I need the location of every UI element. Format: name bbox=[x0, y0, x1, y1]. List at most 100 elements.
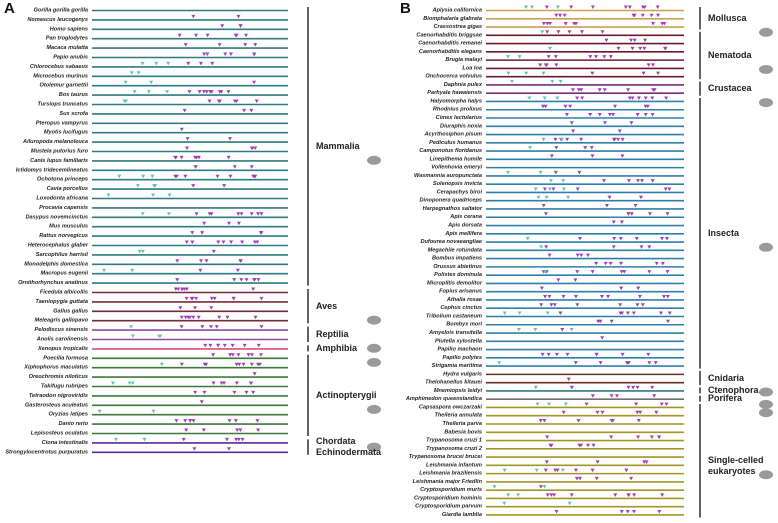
group-labels: Amphibia bbox=[316, 343, 382, 354]
species-name: Trypanosoma cruzi 2 bbox=[426, 446, 483, 452]
marker bbox=[661, 294, 666, 299]
species-name: Brugia malayi bbox=[445, 57, 482, 63]
marker bbox=[227, 419, 232, 423]
marker bbox=[545, 22, 550, 26]
marker bbox=[554, 13, 559, 18]
marker bbox=[562, 13, 567, 18]
marker bbox=[549, 303, 554, 307]
marker bbox=[256, 343, 261, 348]
marker bbox=[656, 13, 661, 18]
marker bbox=[659, 237, 664, 241]
marker bbox=[175, 259, 180, 263]
marker bbox=[654, 261, 659, 266]
marker bbox=[255, 419, 260, 423]
marker bbox=[234, 99, 239, 103]
marker bbox=[638, 46, 643, 51]
species-name: Cerapachys biroi bbox=[437, 189, 483, 195]
marker bbox=[558, 79, 563, 84]
marker bbox=[609, 435, 614, 440]
marker bbox=[211, 381, 216, 385]
marker bbox=[183, 43, 188, 47]
species-name: Harpegnathos saltator bbox=[423, 206, 483, 212]
marker bbox=[608, 55, 613, 59]
marker bbox=[221, 240, 226, 244]
marker bbox=[590, 154, 595, 158]
marker bbox=[541, 203, 546, 208]
marker bbox=[589, 146, 594, 150]
marker bbox=[202, 362, 207, 367]
marker bbox=[566, 195, 571, 200]
marker bbox=[208, 325, 213, 329]
marker bbox=[556, 30, 561, 34]
marker bbox=[216, 240, 221, 244]
marker bbox=[102, 268, 107, 273]
marker bbox=[583, 146, 588, 150]
marker bbox=[647, 245, 652, 249]
marker bbox=[541, 104, 546, 109]
taxon-icon bbox=[367, 315, 381, 325]
marker bbox=[594, 476, 599, 481]
marker bbox=[606, 294, 611, 299]
species-name: Ficedula albicollis bbox=[40, 289, 88, 295]
marker bbox=[201, 90, 206, 94]
marker bbox=[580, 96, 585, 100]
species-name: Takifugu rubripes bbox=[41, 383, 88, 389]
marker bbox=[647, 212, 652, 216]
marker bbox=[559, 137, 564, 142]
marker bbox=[127, 381, 132, 385]
group-labels: Crustacea bbox=[708, 83, 774, 94]
species-name: Xiphophorus maculatus bbox=[23, 365, 88, 371]
marker bbox=[157, 334, 162, 338]
marker bbox=[660, 261, 665, 266]
marker bbox=[612, 137, 617, 142]
marker bbox=[183, 315, 188, 320]
marker bbox=[151, 193, 156, 197]
marker bbox=[194, 296, 199, 301]
taxon-icon bbox=[367, 155, 381, 165]
marker bbox=[664, 237, 669, 241]
marker bbox=[618, 261, 623, 266]
marker bbox=[600, 336, 605, 340]
marker bbox=[578, 237, 583, 241]
group-labels: Actinopterygii bbox=[316, 390, 382, 401]
marker bbox=[545, 311, 550, 315]
group-labels: Single-celled eukaryotes bbox=[708, 455, 774, 477]
marker bbox=[240, 437, 245, 442]
species-name: Crassostrea gigas bbox=[433, 24, 482, 30]
marker bbox=[660, 493, 665, 497]
marker bbox=[571, 129, 576, 134]
species-name: Heterocephalus glaber bbox=[28, 242, 89, 248]
marker bbox=[665, 212, 670, 216]
taxon-icon bbox=[759, 242, 773, 252]
marker bbox=[198, 61, 203, 66]
species-name: Oreochromis niloticus bbox=[29, 374, 88, 380]
marker bbox=[611, 113, 616, 117]
marker bbox=[555, 5, 560, 9]
marker bbox=[184, 146, 189, 150]
species-name: Microcebus murinus bbox=[33, 73, 88, 79]
group-label: Insecta bbox=[708, 227, 740, 238]
marker bbox=[524, 71, 529, 76]
marker bbox=[197, 90, 202, 94]
marker bbox=[612, 237, 617, 241]
species-name: Thelohanellus kitauei bbox=[425, 380, 482, 386]
marker bbox=[611, 245, 616, 249]
marker bbox=[541, 71, 546, 76]
marker bbox=[629, 476, 634, 481]
marker bbox=[229, 240, 234, 244]
marker bbox=[217, 43, 222, 47]
marker bbox=[664, 402, 669, 406]
marker bbox=[188, 419, 193, 423]
marker bbox=[631, 509, 636, 514]
marker bbox=[552, 303, 557, 307]
marker bbox=[255, 240, 260, 244]
marker bbox=[130, 268, 135, 273]
marker bbox=[575, 187, 580, 191]
marker bbox=[563, 22, 568, 26]
marker bbox=[638, 410, 643, 415]
marker bbox=[228, 174, 233, 179]
marker bbox=[642, 46, 647, 51]
marker bbox=[625, 361, 630, 365]
marker bbox=[154, 61, 159, 66]
species-name: Cimex lectularius bbox=[436, 115, 482, 121]
